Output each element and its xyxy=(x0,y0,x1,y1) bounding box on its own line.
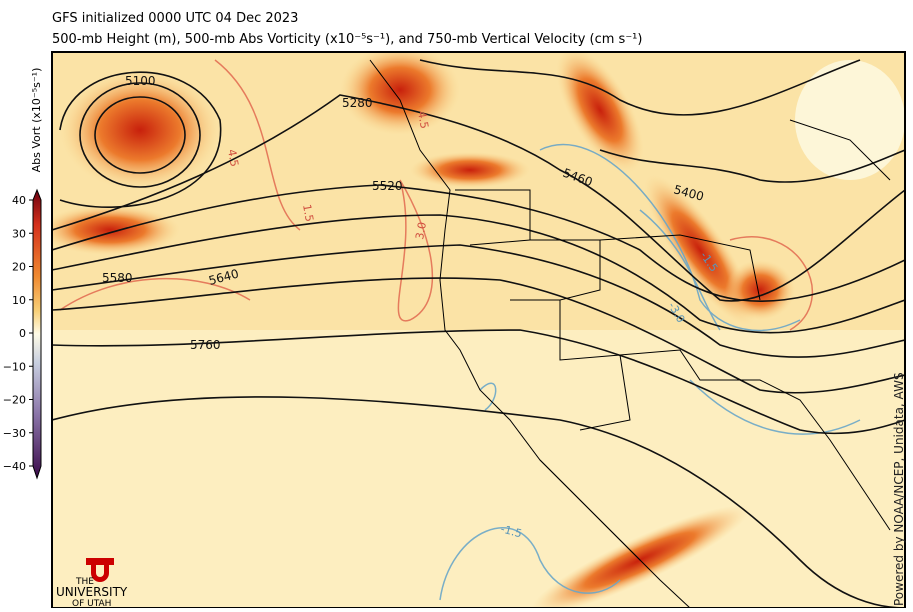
logo: THE UNIVERSITY OF UTAH xyxy=(56,558,128,609)
colorbar-tick-label: 30 xyxy=(12,227,26,240)
logo-text: OF UTAH xyxy=(72,599,111,608)
colorbar-tick-label: 20 xyxy=(12,261,26,274)
colorbar-tick-label: −10 xyxy=(3,360,26,373)
velocity-label: 4.5 xyxy=(415,110,431,129)
velocity-label: 1.5 xyxy=(300,203,316,222)
height-label: 5280 xyxy=(342,96,373,110)
credit: Powered by NOAA/NCEP, Unidata, AWS xyxy=(892,372,906,606)
colorbar-label: Abs Vort (x10⁻⁵s⁻¹) xyxy=(30,68,43,173)
colorbar-tick-label: −20 xyxy=(3,394,26,407)
colorbar-tick-label: −30 xyxy=(3,427,26,440)
colorbar-tick-label: 10 xyxy=(12,294,26,307)
height-label: 5520 xyxy=(372,179,403,193)
height-label: 5100 xyxy=(125,74,156,88)
height-label: 5580 xyxy=(102,271,133,285)
colorbar-tick-label: 40 xyxy=(12,194,26,207)
velocity-label: 4.5 xyxy=(225,148,241,167)
map-area xyxy=(52,52,905,608)
title-line: GFS initialized 0000 UTC 04 Dec 2023 xyxy=(52,11,298,26)
velocity-label: 3.0 xyxy=(413,221,429,240)
height-label: 5760 xyxy=(190,338,221,352)
colorbar-tick-label: 0 xyxy=(19,327,26,340)
title-line: 500-mb Height (m), 500-mb Abs Vorticity … xyxy=(52,32,642,47)
velocity-label: -1.5 xyxy=(499,522,523,540)
colorbar-tick-label: −40 xyxy=(3,460,26,473)
colorbar xyxy=(32,188,42,480)
logo-text: UNIVERSITY xyxy=(56,585,128,599)
logo-text: THE xyxy=(75,577,94,587)
